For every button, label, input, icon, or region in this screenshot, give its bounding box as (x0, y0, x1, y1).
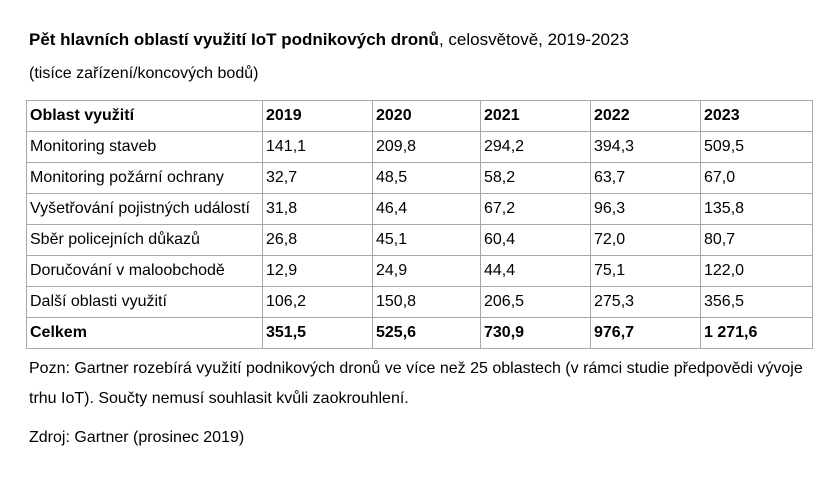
header-cell: 2022 (590, 100, 701, 132)
value-cell: 294,2 (480, 131, 591, 163)
table-row: Sběr policejních důkazů 26,8 45,1 60,4 7… (26, 224, 813, 256)
total-value-cell: 351,5 (262, 317, 373, 349)
value-cell: 67,2 (480, 193, 591, 225)
header-cell: Oblast využití (26, 100, 263, 132)
value-cell: 356,5 (700, 286, 813, 318)
table-row: Další oblasti využití 106,2 150,8 206,5 … (26, 286, 813, 318)
value-cell: 67,0 (700, 162, 813, 194)
table-header-row: Oblast využití 2019 2020 2021 2022 2023 (26, 100, 813, 132)
value-cell: 46,4 (372, 193, 481, 225)
value-cell: 141,1 (262, 131, 373, 163)
table-row: Doručování v maloobchodě 12,9 24,9 44,4 … (26, 255, 813, 287)
table-title: Pět hlavních oblastí využití IoT podniko… (29, 30, 629, 50)
total-value-cell: 730,9 (480, 317, 591, 349)
value-cell: 206,5 (480, 286, 591, 318)
value-cell: 60,4 (480, 224, 591, 256)
value-cell: 24,9 (372, 255, 481, 287)
table-total-row: Celkem 351,5 525,6 730,9 976,7 1 271,6 (26, 317, 813, 349)
value-cell: 31,8 (262, 193, 373, 225)
header-cell: 2023 (700, 100, 813, 132)
value-cell: 135,8 (700, 193, 813, 225)
value-cell: 122,0 (700, 255, 813, 287)
value-cell: 12,9 (262, 255, 373, 287)
row-label-cell: Monitoring požární ochrany (26, 162, 263, 194)
footnote: Pozn: Gartner rozebírá využití podnikový… (29, 360, 803, 407)
value-cell: 209,8 (372, 131, 481, 163)
table-title-suffix: , celosvětově, 2019-2023 (438, 30, 629, 49)
row-label-cell: Doručování v maloobchodě (26, 255, 263, 287)
value-cell: 509,5 (700, 131, 813, 163)
data-table: Oblast využití 2019 2020 2021 2022 2023 … (26, 100, 813, 349)
value-cell: 44,4 (480, 255, 591, 287)
value-cell: 72,0 (590, 224, 701, 256)
source-line: Zdroj: Gartner (prosinec 2019) (29, 429, 245, 446)
value-cell: 26,8 (262, 224, 373, 256)
value-cell: 63,7 (590, 162, 701, 194)
table-row: Vyšetřování pojistných událostí 31,8 46,… (26, 193, 813, 225)
total-value-cell: 1 271,6 (700, 317, 813, 349)
value-cell: 96,3 (590, 193, 701, 225)
header-cell: 2020 (372, 100, 481, 132)
value-cell: 58,2 (480, 162, 591, 194)
row-label-cell: Vyšetřování pojistných událostí (26, 193, 263, 225)
total-label-cell: Celkem (26, 317, 263, 349)
value-cell: 32,7 (262, 162, 373, 194)
value-cell: 275,3 (590, 286, 701, 318)
table-row: Monitoring staveb 141,1 209,8 294,2 394,… (26, 131, 813, 163)
total-value-cell: 976,7 (590, 317, 701, 349)
row-label-cell: Další oblasti využití (26, 286, 263, 318)
value-cell: 48,5 (372, 162, 481, 194)
value-cell: 150,8 (372, 286, 481, 318)
header-cell: 2021 (480, 100, 591, 132)
row-label-cell: Monitoring staveb (26, 131, 263, 163)
table-row: Monitoring požární ochrany 32,7 48,5 58,… (26, 162, 813, 194)
table-title-main: Pět hlavních oblastí využití IoT podniko… (29, 30, 439, 49)
value-cell: 45,1 (372, 224, 481, 256)
header-cell: 2019 (262, 100, 373, 132)
value-cell: 75,1 (590, 255, 701, 287)
total-value-cell: 525,6 (372, 317, 481, 349)
value-cell: 80,7 (700, 224, 813, 256)
value-cell: 106,2 (262, 286, 373, 318)
table-subtitle: (tisíce zařízení/koncových bodů) (29, 65, 259, 82)
value-cell: 394,3 (590, 131, 701, 163)
row-label-cell: Sběr policejních důkazů (26, 224, 263, 256)
